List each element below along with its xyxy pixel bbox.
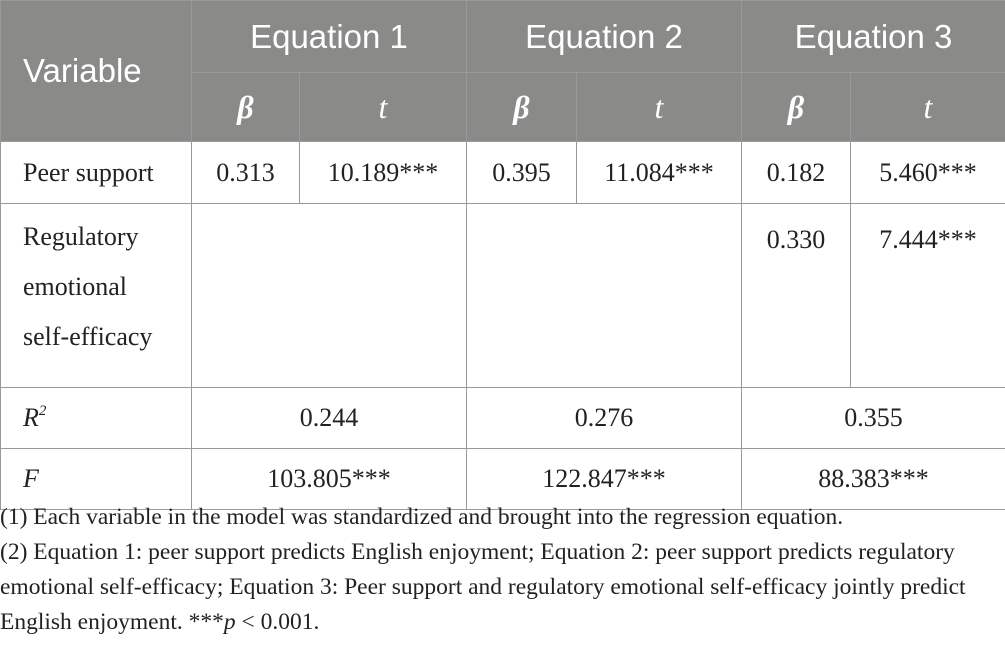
- row-label-f: F: [0, 448, 192, 510]
- table-row: F 103.805*** 122.847*** 88.383***: [0, 448, 1005, 510]
- header-equation-3: Equation 3: [741, 0, 1005, 73]
- header-beta-3: β: [741, 72, 851, 142]
- label-line: Regulatory: [23, 222, 139, 251]
- regression-table: Variable Equation 1 Equation 2 Equation …: [0, 0, 1005, 510]
- table-notes: (1) Each variable in the model was stand…: [0, 500, 1005, 640]
- row-label-r-squared: R2: [0, 387, 192, 449]
- table-row: Regulatory emotional self-efficacy 0.330 7…: [0, 203, 1005, 388]
- cell-value: 0.330: [741, 203, 851, 388]
- cell-value: 0.276: [466, 387, 742, 449]
- label-line: self-efficacy: [23, 322, 153, 351]
- cell-value: 0.244: [191, 387, 467, 449]
- cell-value: 0.313: [191, 141, 300, 204]
- cell-value: 103.805***: [191, 448, 467, 510]
- header-equation-1: Equation 1: [191, 0, 467, 73]
- note-1: (1) Each variable in the model was stand…: [0, 504, 844, 530]
- header-variable: Variable: [0, 0, 192, 142]
- table-row: Peer support 0.313 10.189*** 0.395 11.08…: [0, 141, 1005, 204]
- header-beta-1: β: [191, 72, 300, 142]
- header-t-1: t: [299, 72, 467, 142]
- cell-empty: [466, 203, 742, 388]
- cell-value: 5.460***: [850, 141, 1005, 204]
- cell-value: 11.084***: [576, 141, 742, 204]
- label-line: emotional: [23, 272, 127, 301]
- table-row: R2 0.244 0.276 0.355: [0, 387, 1005, 449]
- cell-value: 0.395: [466, 141, 577, 204]
- cell-value: 0.355: [741, 387, 1005, 449]
- header-equation-2: Equation 2: [466, 0, 742, 73]
- header-t-2: t: [576, 72, 742, 142]
- cell-value: 10.189***: [299, 141, 467, 204]
- header-beta-2: β: [466, 72, 577, 142]
- row-label-peer-support: Peer support: [0, 141, 192, 204]
- cell-empty: [191, 203, 467, 388]
- row-label-regulatory-emotional-self-efficacy: Regulatory emotional self-efficacy: [0, 203, 192, 388]
- note-2: (2) Equation 1: peer support predicts En…: [0, 539, 966, 635]
- header-t-3: t: [850, 72, 1005, 142]
- cell-value: 7.444***: [850, 203, 1005, 388]
- cell-value: 88.383***: [741, 448, 1005, 510]
- cell-value: 0.182: [741, 141, 851, 204]
